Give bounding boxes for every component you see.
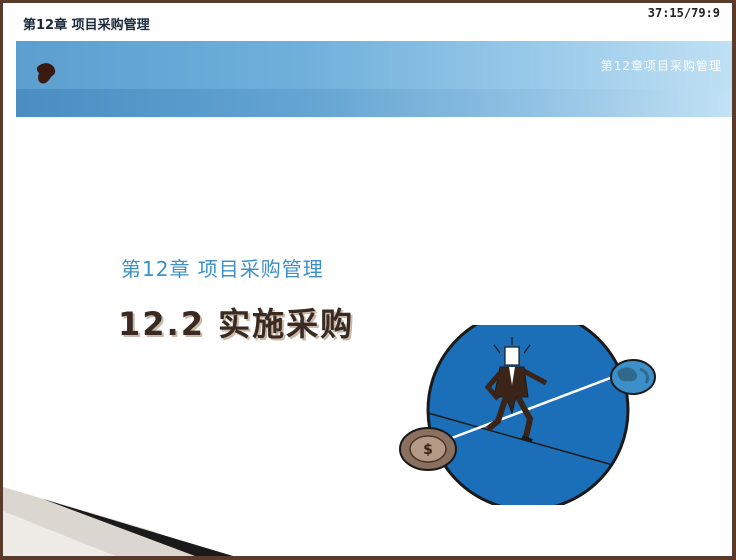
banner-chapter-title: 第12章项目采购管理 (600, 59, 722, 73)
coin-icon: $ (399, 427, 457, 471)
title-bar: 第12章 项目采购管理 37:15/79:9 (3, 3, 732, 41)
slide-banner: 第12章项目采购管理 (16, 41, 732, 117)
businessman-figure (484, 337, 548, 443)
balancing-businessman-illustration: $ (399, 325, 656, 505)
window-title: 第12章 项目采购管理 (23, 18, 150, 33)
playback-timer: 37:15/79:9 (647, 6, 720, 20)
slide-subtitle: 第12章 项目采购管理 (121, 257, 324, 281)
corner-sweep-decoration (3, 481, 260, 556)
svg-text:$: $ (423, 442, 433, 458)
banner-stripe (16, 89, 732, 117)
globe-icon (610, 359, 656, 395)
presentation-window: 第12章 项目采购管理 37:15/79:9 第12章项目采购管理 第12章 项… (3, 3, 732, 556)
slide-heading: 12.2 实施采购 (118, 305, 355, 343)
tightrope-line (427, 412, 614, 466)
balance-pole (427, 375, 614, 449)
ink-blot-logo-icon (36, 63, 56, 84)
